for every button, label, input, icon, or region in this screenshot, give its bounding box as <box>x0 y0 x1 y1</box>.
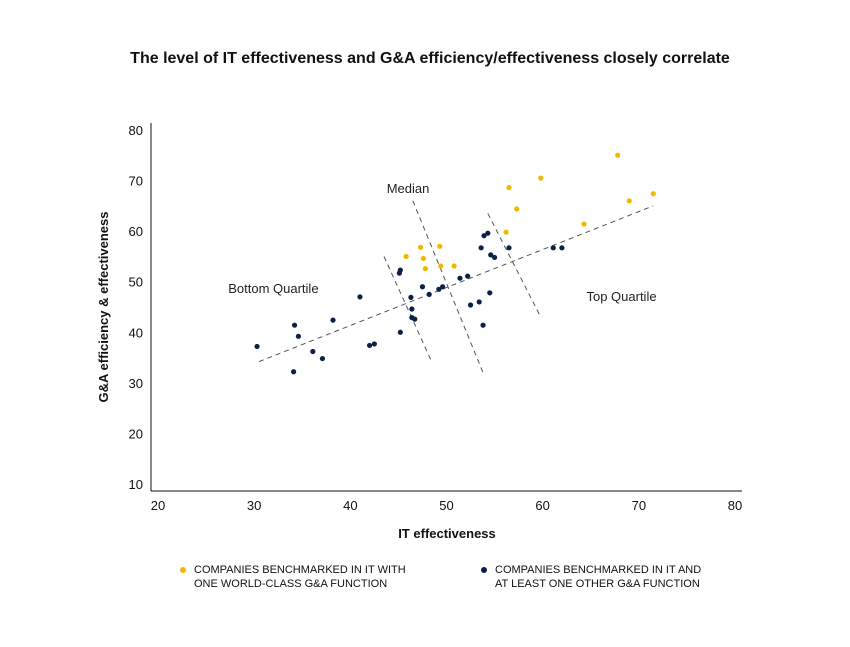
x-axis-title: IT effectiveness <box>398 526 496 541</box>
x-tick-label: 40 <box>343 498 357 513</box>
y-tick-label: 50 <box>129 275 143 290</box>
x-tick-label: 80 <box>728 498 742 513</box>
quartile-boundary-line <box>412 200 484 373</box>
chart-title: The level of IT effectiveness and G&A ef… <box>130 50 730 67</box>
data-point-other-function <box>371 341 377 347</box>
data-point-other-function <box>408 294 414 300</box>
data-point-world-class <box>514 206 520 212</box>
legend-item-other-function: COMPANIES BENCHMARKED IN IT AND AT LEAST… <box>481 563 741 595</box>
data-point-other-function <box>550 245 556 251</box>
legend-label-line: AT LEAST ONE OTHER G&A FUNCTION <box>495 578 700 590</box>
data-point-other-function <box>436 286 442 292</box>
legend-label-line: COMPANIES BENCHMARKED IN IT WITH <box>194 564 406 576</box>
quartile-boundary-line <box>383 256 433 363</box>
data-point-world-class <box>422 265 428 272</box>
data-point-other-function <box>457 275 463 281</box>
data-point-world-class <box>615 152 621 158</box>
data-point-other-function <box>506 245 512 251</box>
guide-lines <box>258 200 654 373</box>
data-point-world-class <box>451 263 457 269</box>
data-point-other-function <box>409 306 415 312</box>
data-point-other-function <box>478 245 484 251</box>
y-tick-label: 40 <box>129 325 143 340</box>
legend-marker-gold <box>180 567 186 573</box>
y-tick-labels: 10 20 30 40 50 60 70 80 <box>129 123 143 492</box>
data-point-other-function <box>397 267 403 273</box>
data-point-other-function <box>481 233 487 239</box>
data-point-world-class <box>650 191 656 197</box>
data-point-world-class <box>437 243 443 249</box>
quartile-boundary-line <box>487 213 542 318</box>
data-point-other-function <box>559 245 565 251</box>
x-tick-label: 20 <box>151 498 165 513</box>
y-tick-label: 30 <box>129 376 143 391</box>
data-point-other-function <box>419 284 426 290</box>
data-point-other-function <box>290 369 297 375</box>
x-tick-label: 70 <box>632 498 646 513</box>
y-tick-label: 80 <box>129 123 143 138</box>
legend-label-line: COMPANIES BENCHMARKED IN IT AND <box>495 564 702 576</box>
data-point-other-function <box>319 355 326 362</box>
x-tick-label: 50 <box>439 498 453 513</box>
data-point-world-class <box>626 198 632 204</box>
x-tick-label: 60 <box>535 498 549 513</box>
data-point-world-class <box>403 253 409 260</box>
legend-label-line: ONE WORLD-CLASS G&A FUNCTION <box>194 578 388 590</box>
data-point-other-function <box>412 316 418 322</box>
data-point-other-function <box>310 348 316 355</box>
data-point-other-function <box>467 302 474 308</box>
data-point-world-class <box>538 175 544 181</box>
data-point-other-function <box>295 333 302 339</box>
legend-label: COMPANIES BENCHMARKED IN IT WITH ONE WOR… <box>194 563 406 591</box>
data-point-world-class <box>581 221 587 227</box>
data-points <box>254 152 656 375</box>
legend-label: COMPANIES BENCHMARKED IN IT AND AT LEAST… <box>495 563 701 591</box>
data-point-other-function <box>487 290 493 296</box>
data-point-other-function <box>485 230 491 236</box>
data-point-world-class <box>420 255 427 262</box>
annotation-top-quartile: Top Quartile <box>586 289 656 304</box>
data-point-world-class <box>503 229 509 235</box>
data-point-other-function <box>254 343 260 350</box>
annotation-median: Median <box>387 181 430 196</box>
data-point-world-class <box>438 263 444 269</box>
y-axis-title: G&A efficiency & effectiveness <box>96 212 111 403</box>
annotation-bottom-quartile: Bottom Quartile <box>228 281 318 296</box>
data-point-other-function <box>291 322 298 328</box>
data-point-world-class <box>417 244 424 250</box>
data-point-other-function <box>491 254 498 261</box>
data-point-other-function <box>440 284 446 290</box>
data-point-other-function <box>366 342 373 349</box>
data-point-other-function <box>330 317 336 323</box>
data-point-other-function <box>465 273 471 279</box>
y-tick-label: 70 <box>129 174 143 189</box>
legend-item-world-class: COMPANIES BENCHMARKED IN IT WITH ONE WOR… <box>180 563 440 595</box>
y-tick-label: 60 <box>129 224 143 239</box>
data-point-world-class <box>506 185 512 191</box>
trend-line <box>258 205 654 363</box>
x-tick-labels: 20 30 40 50 60 70 80 <box>151 498 742 513</box>
data-point-other-function <box>480 322 486 328</box>
data-point-other-function <box>476 299 482 305</box>
data-point-other-function <box>488 252 494 258</box>
data-point-other-function <box>426 291 432 297</box>
x-tick-label: 30 <box>247 498 261 513</box>
data-point-other-function <box>357 294 363 300</box>
y-tick-label: 10 <box>129 477 143 492</box>
legend-marker-navy <box>481 567 487 573</box>
y-tick-label: 20 <box>129 426 143 441</box>
data-point-other-function <box>397 329 403 335</box>
